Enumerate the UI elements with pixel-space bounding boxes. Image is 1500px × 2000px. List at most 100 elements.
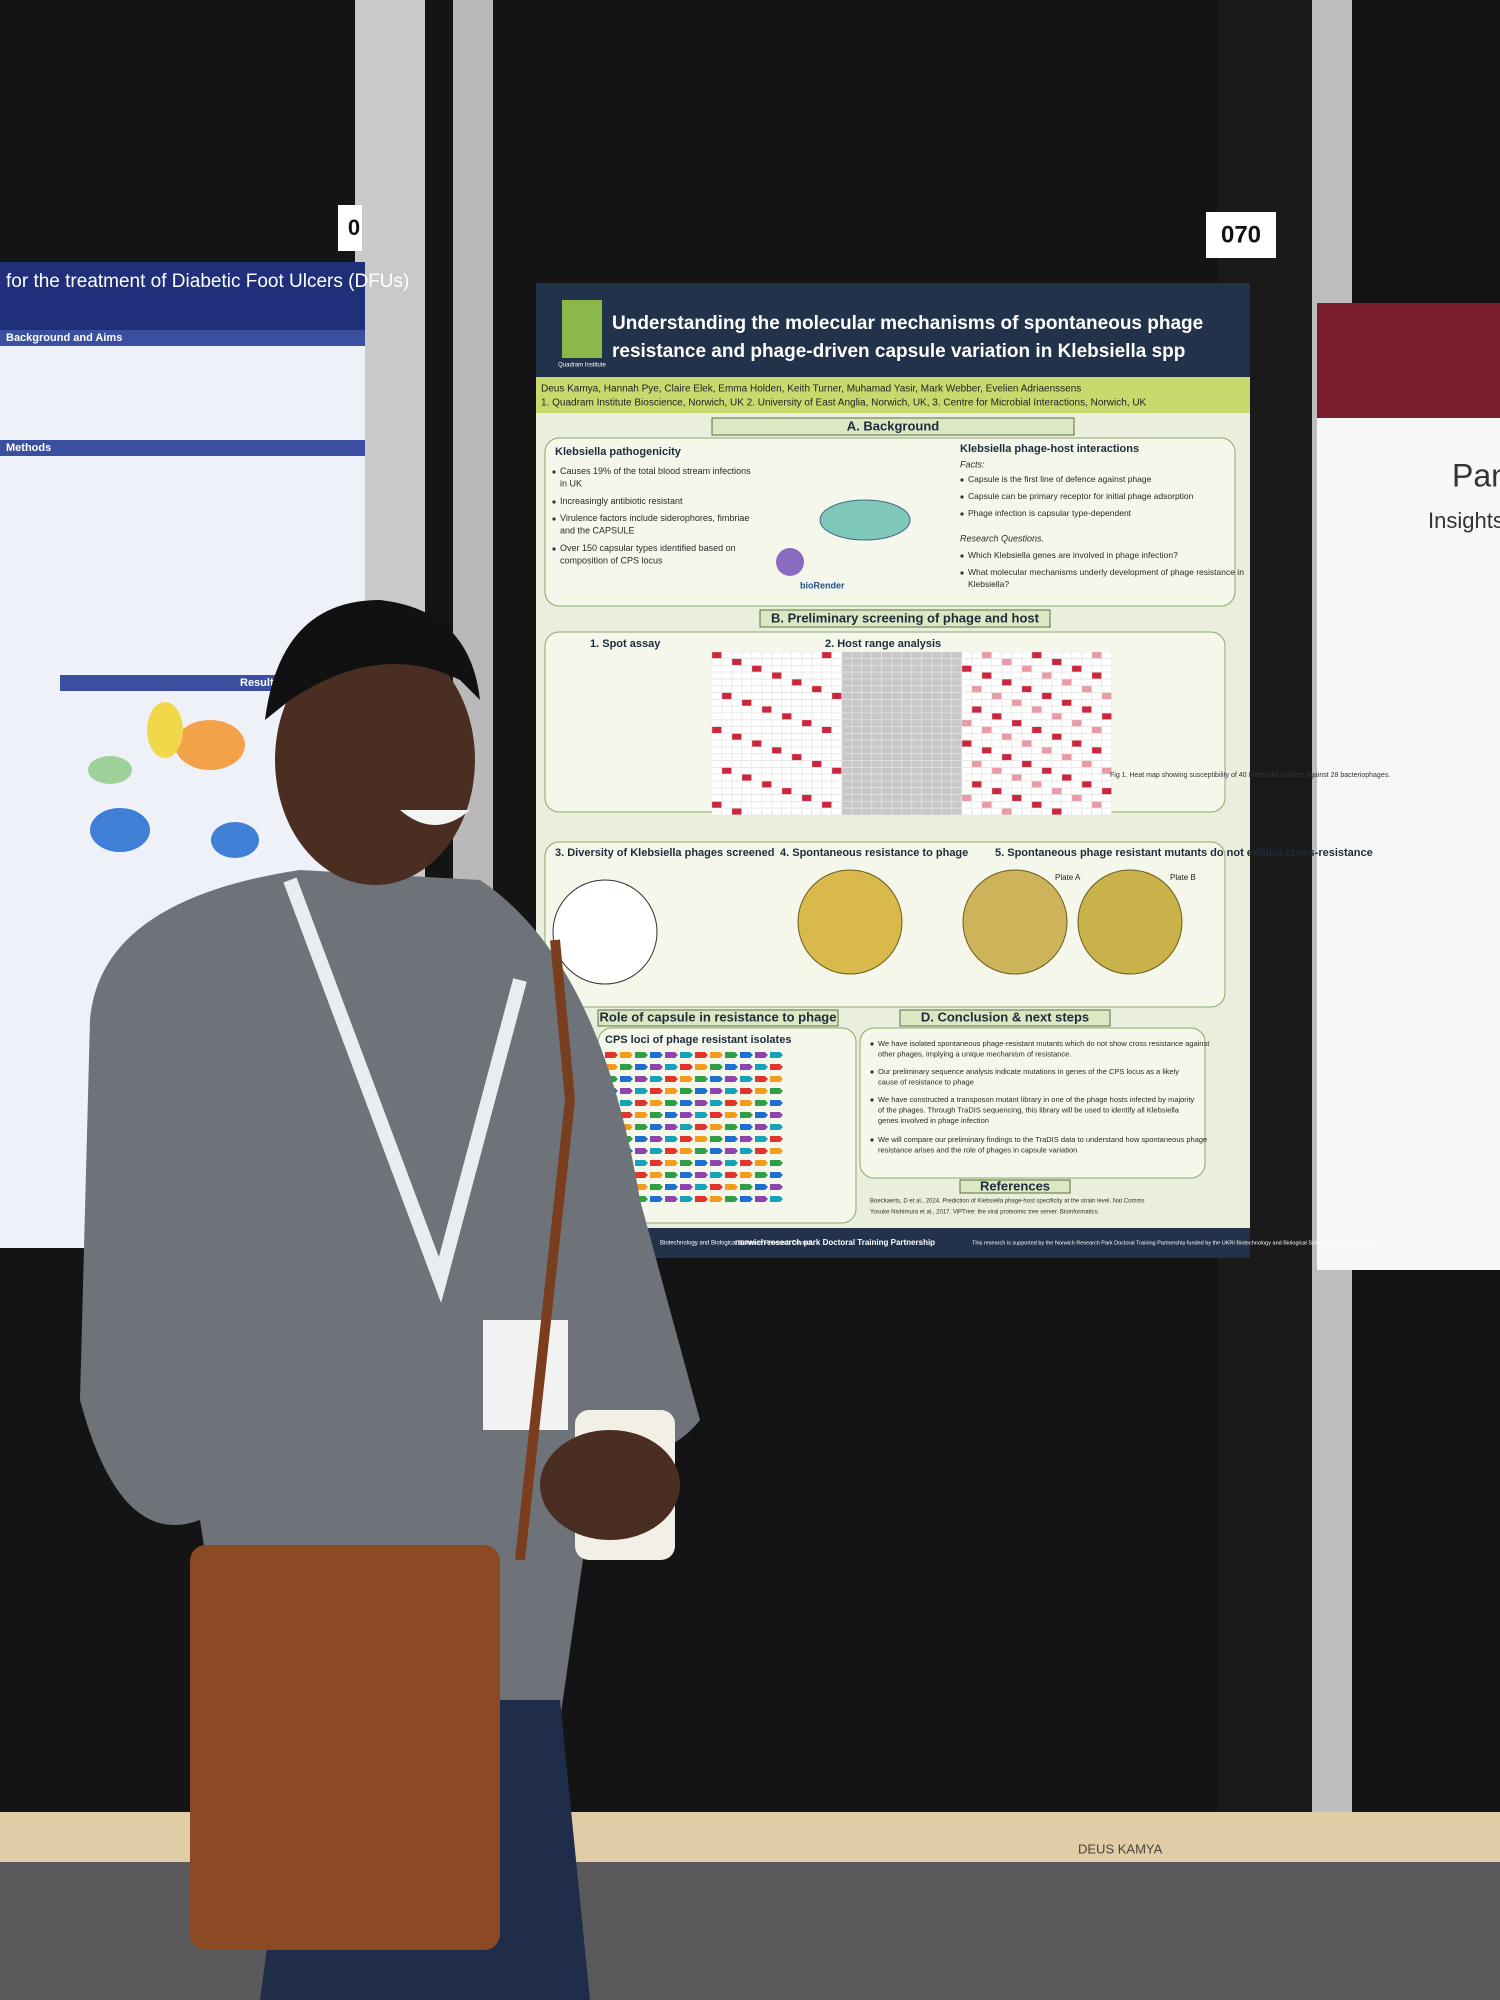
footer-bar: [536, 1228, 1250, 1258]
heatmap-cell: [931, 658, 942, 666]
gene-arrow: [650, 1160, 663, 1166]
heatmap-cell: [801, 760, 812, 768]
heatmap-cell: [1021, 801, 1032, 809]
heatmap-cell: [851, 733, 862, 741]
heatmap-cell: [911, 767, 922, 775]
heatmap-cell: [711, 706, 722, 713]
heatmap-cell: [971, 692, 982, 700]
heatmap-cell: [851, 760, 862, 768]
heatmap-cell: [1041, 753, 1052, 761]
heatmap-cell: [1051, 767, 1062, 775]
left-poster-title-bar: [0, 262, 365, 330]
tube-label: DEUS KAMYA: [1078, 1841, 1163, 1856]
gene-arrow: [740, 1172, 753, 1178]
heatmap-cell: [1061, 679, 1072, 686]
heatmap-cell: [951, 740, 962, 747]
heatmap-cell: [731, 808, 742, 815]
heatmap-cell: [731, 794, 742, 802]
heatmap-cell: [1011, 767, 1022, 775]
heatmap-cell: [991, 774, 1002, 781]
heatmap-cell: [741, 808, 752, 815]
heatmap-cell: [971, 767, 982, 775]
heatmap-cell: [721, 787, 732, 795]
heatmap-cell: [781, 733, 792, 741]
heatmap-cell: [801, 665, 812, 673]
heatmap-cell: [961, 781, 972, 788]
heatmap-cell: [1041, 692, 1052, 700]
heatmap-cell: [841, 679, 852, 686]
heatmap-cell: [1051, 760, 1062, 768]
heatmap-cell: [771, 774, 782, 781]
heatmap-cell: [911, 787, 922, 795]
heatmap-cell: [721, 760, 732, 768]
heatmap-cell: [931, 774, 942, 781]
gene-arrow: [680, 1160, 693, 1166]
heatmap-cell: [801, 706, 812, 713]
heatmap-cell: [1071, 651, 1082, 659]
heatmap-cell: [871, 753, 882, 761]
heatmap-cell: [801, 672, 812, 679]
badge: [483, 1320, 568, 1430]
heatmap-cell: [821, 658, 832, 666]
heatmap-cell: [801, 679, 812, 686]
heatmap-cell: [761, 665, 772, 673]
heatmap-cell: [741, 658, 752, 666]
heatmap-cell: [911, 760, 922, 768]
heatmap-cell: [871, 733, 882, 741]
heatmap-cell: [871, 685, 882, 693]
heatmap-cell: [1031, 719, 1042, 727]
heatmap-cell: [1101, 679, 1112, 686]
bullet-dot: [552, 517, 556, 521]
heatmap-cell: [771, 801, 782, 809]
heatmap-cell: [921, 672, 932, 679]
heatmap-cell: [811, 706, 822, 713]
heatmap-cell: [1041, 760, 1052, 768]
heatmap-cell: [1001, 787, 1012, 795]
gene-arrow: [650, 1112, 663, 1118]
heatmap-cell: [921, 679, 932, 686]
heatmap-cell: [891, 706, 902, 713]
heatmap-cell: [1081, 801, 1092, 809]
heatmap-cell: [781, 679, 792, 686]
logo: [562, 300, 602, 358]
heatmap-cell: [801, 781, 812, 788]
gene-arrow: [725, 1148, 738, 1154]
heatmap-cell: [1041, 665, 1052, 673]
heatmap-cell: [841, 760, 852, 768]
heatmap-cell: [1101, 726, 1112, 734]
heatmap-cell: [971, 794, 982, 802]
heatmap-cell: [1081, 679, 1092, 686]
heatmap-cell: [731, 801, 742, 809]
heatmap-cell: [891, 781, 902, 788]
gene-arrow: [635, 1076, 648, 1082]
heatmap-cell: [731, 760, 742, 768]
heatmap-cell: [881, 726, 892, 734]
heatmap-cell: [751, 787, 762, 795]
heatmap-cell: [941, 753, 952, 761]
heatmap-cell: [711, 774, 722, 781]
heatmap-cell: [821, 713, 832, 720]
heatmap-cell: [1051, 808, 1062, 815]
heatmap-cell: [1041, 679, 1052, 686]
heatmap-cell: [851, 679, 862, 686]
heatmap-cell: [921, 699, 932, 707]
heatmap-cell: [941, 733, 952, 741]
plate: [1077, 869, 1183, 975]
heatmap-cell: [881, 760, 892, 768]
heatmap-cell: [871, 713, 882, 720]
heatmap-cell: [1031, 658, 1042, 666]
heatmap-cell: [771, 692, 782, 700]
heatmap-cell: [911, 679, 922, 686]
heatmap-cell: [781, 665, 792, 673]
gene-arrow: [740, 1136, 753, 1142]
section-header: [711, 417, 1075, 436]
heatmap-cell: [1071, 767, 1082, 775]
heatmap-cell: [1051, 753, 1062, 761]
heatmap-cell: [1001, 760, 1012, 768]
heatmap-cell: [861, 679, 872, 686]
heatmap-cell: [1021, 774, 1032, 781]
heatmap-cell: [901, 740, 912, 747]
gene-arrow: [635, 1136, 648, 1142]
bullet-dot: [960, 554, 964, 558]
heatmap-cell: [841, 794, 852, 802]
